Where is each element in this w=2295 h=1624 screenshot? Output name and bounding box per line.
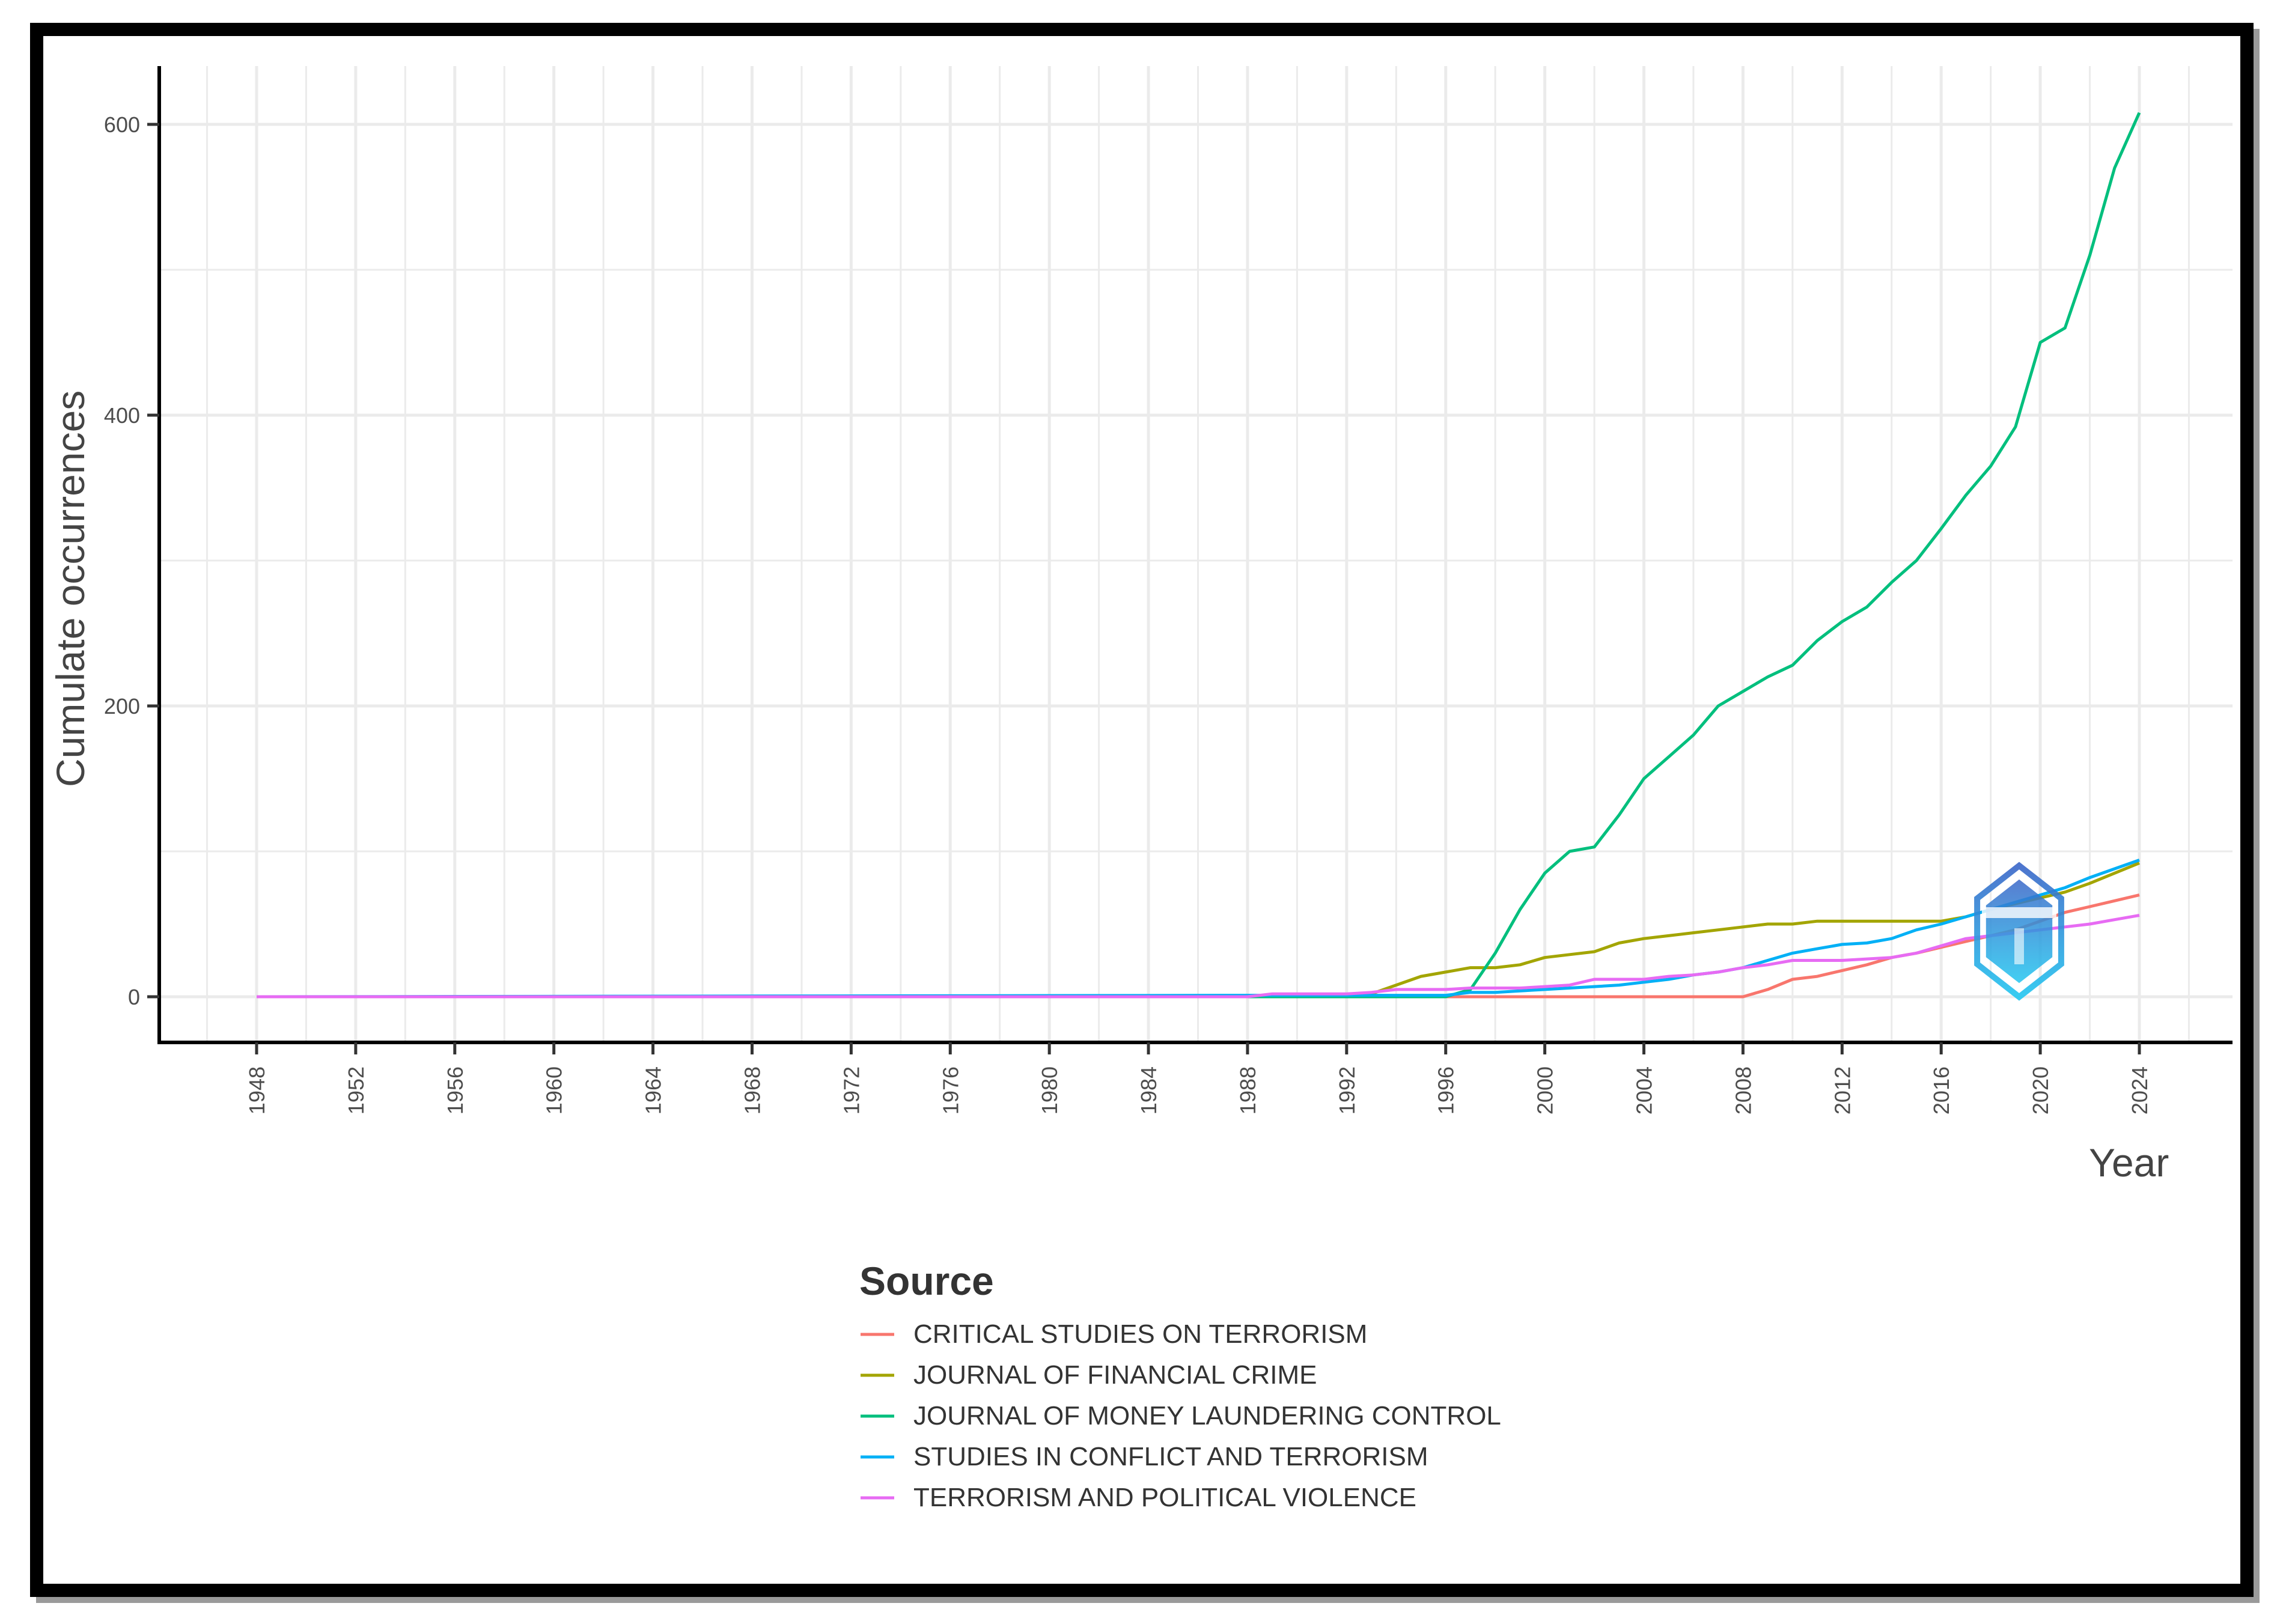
chart-frame (30, 23, 2254, 1597)
x-tick-label: 1992 (1335, 1066, 1359, 1115)
x-tick-label: 2016 (1929, 1066, 1954, 1115)
x-tick-label: 1984 (1136, 1066, 1161, 1115)
legend-label: CRITICAL STUDIES ON TERRORISM (913, 1319, 1367, 1349)
x-tick-label: 1976 (938, 1066, 963, 1115)
y-tick-label: 0 (128, 985, 140, 1009)
x-tick-label: 1952 (344, 1066, 368, 1115)
legend-item: STUDIES IN CONFLICT AND TERRORISM (861, 1442, 1428, 1471)
x-tick-label: 1972 (839, 1066, 864, 1115)
y-tick-label: 200 (104, 694, 140, 719)
x-tick-label: 2012 (1830, 1066, 1855, 1115)
x-tick-label: 1948 (245, 1066, 269, 1115)
x-tick-label: 1964 (641, 1066, 666, 1115)
x-axis-title: Year (2089, 1140, 2169, 1185)
legend-item: CRITICAL STUDIES ON TERRORISM (861, 1319, 1367, 1349)
legend-label: JOURNAL OF MONEY LAUNDERING CONTROL (913, 1401, 1501, 1431)
x-tick-label: 1956 (443, 1066, 468, 1115)
x-tick-label: 1980 (1037, 1066, 1062, 1115)
x-tick-label: 2004 (1632, 1066, 1657, 1115)
legend-item: JOURNAL OF FINANCIAL CRIME (861, 1360, 1317, 1390)
y-tick-label: 400 (104, 403, 140, 428)
legend-item: TERRORISM AND POLITICAL VIOLENCE (861, 1483, 1416, 1512)
x-tick-label: 2000 (1533, 1066, 1558, 1115)
hexagon-logo-icon (1974, 862, 2064, 1001)
legend: Source CRITICAL STUDIES ON TERRORISM JOUR… (859, 1259, 1501, 1512)
legend-item: JOURNAL OF MONEY LAUNDERING CONTROL (861, 1401, 1501, 1431)
axes: 0 200 400 600 1948 1952 1956 1960 1964 1968 1972 19… (104, 66, 2233, 1115)
legend-title: Source (859, 1259, 994, 1303)
x-tick-label: 2020 (2028, 1066, 2053, 1115)
legend-label: STUDIES IN CONFLICT AND TERRORISM (913, 1442, 1428, 1471)
x-tick-label: 1988 (1236, 1066, 1260, 1115)
x-tick-label: 1996 (1434, 1066, 1458, 1115)
legend-label: TERRORISM AND POLITICAL VIOLENCE (913, 1483, 1416, 1512)
x-tick-label: 1968 (740, 1066, 764, 1115)
grid-lines (159, 66, 2233, 1042)
y-tick-label: 600 (104, 112, 140, 137)
x-tick-label: 2024 (2127, 1066, 2152, 1115)
legend-label: JOURNAL OF FINANCIAL CRIME (913, 1360, 1317, 1390)
x-tick-label: 1960 (542, 1066, 567, 1115)
x-tick-label: 2008 (1731, 1066, 1755, 1115)
y-axis-title: Cumulate occurrences (48, 391, 93, 787)
